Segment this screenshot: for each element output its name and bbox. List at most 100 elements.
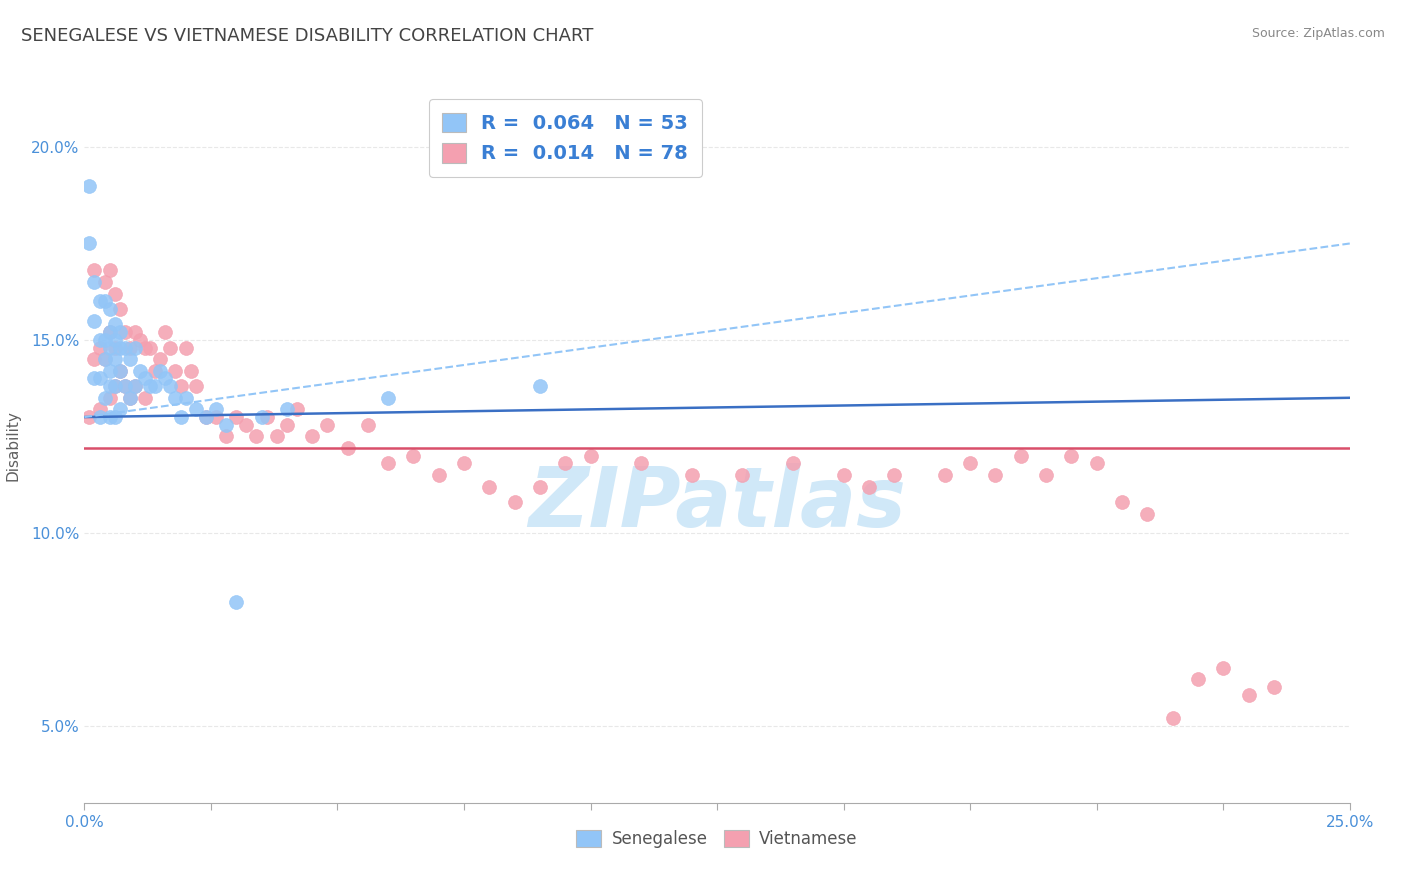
Point [336,441,359,455]
Point [104,410,127,425]
Point [104,318,127,332]
Point [169,379,191,393]
Point [858,479,880,493]
Point [149,364,172,378]
Point [83,263,105,277]
Point [245,429,267,443]
Point [129,333,152,347]
Point [98,379,121,393]
Point [124,379,146,393]
Point [114,325,136,339]
Point [118,391,141,405]
Point [98,391,121,405]
Point [134,371,156,385]
Point [731,467,754,482]
Point [143,364,166,378]
Point [934,467,956,482]
Point [225,410,247,425]
Point [1187,673,1209,687]
Point [503,495,526,509]
Point [108,341,131,355]
Point [155,325,177,339]
Point [108,402,131,417]
Point [276,402,298,417]
Text: Source: ZipAtlas.com: Source: ZipAtlas.com [1251,27,1385,40]
Point [83,371,105,385]
Point [174,341,197,355]
Point [1212,661,1234,675]
Point [93,352,115,367]
Point [104,333,127,347]
Point [159,379,181,393]
Point [1085,456,1108,470]
Point [377,456,399,470]
Point [1237,688,1260,702]
Point [139,341,162,355]
Point [225,595,247,609]
Point [883,467,905,482]
Point [235,417,257,432]
Point [98,263,121,277]
Point [118,391,141,405]
Point [98,301,121,316]
Point [93,352,115,367]
Text: SENEGALESE VS VIETNAMESE DISABILITY CORRELATION CHART: SENEGALESE VS VIETNAMESE DISABILITY CORR… [21,27,593,45]
Point [194,410,217,425]
Point [959,456,981,470]
Point [1035,467,1057,482]
Point [554,456,576,470]
Point [579,449,602,463]
Point [205,402,228,417]
Point [89,333,111,347]
Point [108,301,131,316]
Point [83,275,105,289]
Point [782,456,804,470]
Y-axis label: Disability: Disability [6,410,20,482]
Point [215,429,238,443]
Point [118,341,141,355]
Point [205,410,228,425]
Point [108,364,131,378]
Point [184,402,207,417]
Point [93,275,115,289]
Point [316,417,339,432]
Point [104,379,127,393]
Point [89,371,111,385]
Point [832,467,855,482]
Point [478,479,501,493]
Point [184,379,207,393]
Point [83,352,105,367]
Point [89,341,111,355]
Point [165,391,187,405]
Point [215,417,238,432]
Point [402,449,425,463]
Point [427,467,450,482]
Point [129,364,152,378]
Point [180,364,202,378]
Point [250,410,273,425]
Point [79,178,101,193]
Point [98,410,121,425]
Point [453,456,475,470]
Point [139,379,162,393]
Point [114,379,136,393]
Point [104,286,127,301]
Point [630,456,652,470]
Point [256,410,278,425]
Point [155,371,177,385]
Point [1060,449,1083,463]
Point [1263,680,1285,694]
Point [681,467,703,482]
Text: ZIPatlas: ZIPatlas [529,463,905,543]
Point [89,410,111,425]
Point [134,341,156,355]
Point [165,364,187,378]
Point [108,364,131,378]
Point [529,479,551,493]
Point [1161,711,1184,725]
Point [529,379,551,393]
Point [83,313,105,327]
Point [104,379,127,393]
Point [108,325,131,339]
Point [89,294,111,309]
